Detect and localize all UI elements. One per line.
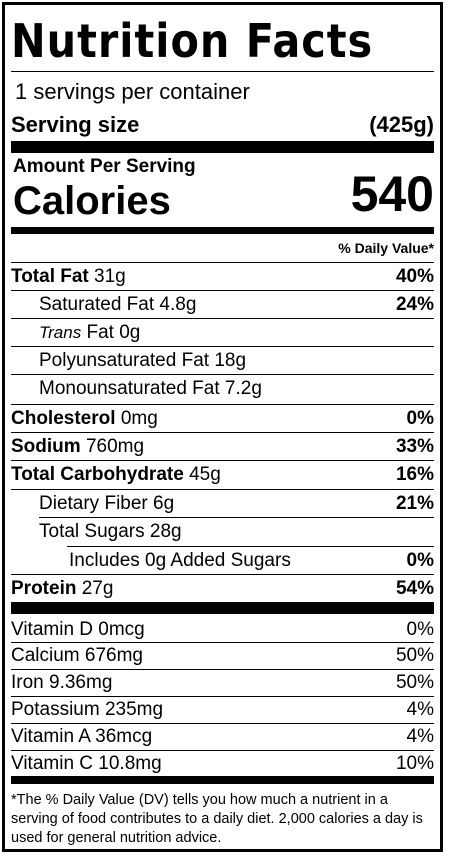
nutrient-amount: 4.8g — [159, 294, 197, 315]
calories-value: 540 — [350, 166, 434, 222]
vitamin-label: Iron 9.36mg — [11, 672, 113, 693]
amount-per-serving: Amount Per Serving — [13, 156, 196, 177]
vitamin-label: Calcium 676mg — [11, 645, 143, 666]
nutrient-amount: 760mg — [85, 436, 145, 457]
nutrient-name: Monounsaturated Fat — [39, 378, 220, 399]
nutrient-dv: 0% — [406, 550, 434, 571]
vitamin-row: Calcium 676mg 50% — [11, 642, 434, 668]
nutrient-row-trans-fat: Trans Fat 0g — [11, 318, 434, 347]
nutrient-dv: 54% — [395, 578, 434, 599]
vitamin-label: Vitamin C 10.8mg — [11, 753, 162, 774]
nutrient-name-italic: Trans — [39, 323, 82, 342]
nutrient-amount: 18g — [214, 350, 247, 371]
nutrient-amount: 0g — [119, 322, 141, 343]
nutrient-row-saturated-fat: Saturated Fat 4.8g 24% — [11, 290, 434, 319]
nutrient-row-sodium: Sodium 760mg 33% — [11, 432, 434, 461]
divider-thick — [11, 141, 434, 153]
servings-per-container: 1 servings per container — [15, 79, 250, 104]
nutrient-name: Fat — [86, 322, 114, 343]
nutrient-name: Sodium — [11, 436, 81, 457]
vitamin-label: Vitamin D 0mcg — [11, 619, 145, 640]
nutrient-dv: 24% — [395, 294, 434, 315]
nutrient-row-added-sugars: Includes 0g Added Sugars 0% — [67, 546, 434, 575]
nutrient-amount: 0mg — [120, 408, 158, 429]
nutrient-amount: 6g — [153, 493, 175, 514]
nutrient-amount: 7.2g — [224, 378, 262, 399]
nutrient-dv: 0% — [406, 408, 434, 429]
nutrient-dv: 40% — [395, 266, 434, 287]
label-title: Nutrition Facts — [11, 14, 374, 68]
nutrient-dv: 33% — [395, 436, 434, 457]
nutrient-row-cholesterol: Cholesterol 0mg 0% — [11, 404, 434, 433]
nutrient-name: Cholesterol — [11, 408, 116, 429]
nutrient-row-protein: Protein 27g 54% — [11, 574, 434, 601]
nutrient-row-dietary-fiber: Dietary Fiber 6g 21% — [11, 489, 434, 518]
vitamin-dv: 0% — [406, 619, 434, 640]
serving-size-label: Serving size — [11, 112, 140, 137]
nutrient-dv: 21% — [395, 493, 434, 514]
daily-value-header: % Daily Value* — [338, 240, 434, 256]
vitamin-row: Vitamin C 10.8mg 10% — [11, 750, 434, 776]
nutrient-row-polyunsaturated-fat: Polyunsaturated Fat 18g — [11, 346, 434, 375]
vitamin-label: Potassium 235mg — [11, 699, 164, 720]
footnote: *The % Daily Value (DV) tells you how mu… — [11, 792, 423, 846]
nutrient-name: Includes 0g Added Sugars — [69, 550, 291, 571]
label-inner: Nutrition Facts 1 servings per container… — [11, 5, 434, 849]
divider-thick — [11, 602, 434, 614]
nutrient-row-total-fat: Total Fat 31g 40% — [11, 262, 434, 291]
nutrient-dv: 16% — [395, 464, 434, 485]
nutrient-name: Total Carbohydrate — [11, 464, 184, 485]
vitamin-row: Vitamin D 0mcg 0% — [11, 617, 434, 642]
nutrient-row-total-sugars: Total Sugars 28g — [39, 517, 434, 546]
nutrient-name: Polyunsaturated Fat — [39, 350, 210, 371]
vitamin-dv: 10% — [395, 753, 434, 774]
nutrient-row-total-carbohydrate: Total Carbohydrate 45g 16% — [11, 460, 434, 489]
nutrient-amount: 27g — [81, 578, 114, 599]
vitamin-row: Vitamin A 36mcg 4% — [11, 723, 434, 749]
nutrition-label: Nutrition Facts 1 servings per container… — [2, 2, 443, 852]
nutrient-amount: 28g — [149, 521, 182, 542]
nutrient-amount: 45g — [189, 464, 221, 485]
vitamin-row: Iron 9.36mg 50% — [11, 669, 434, 695]
nutrient-name: Total Sugars — [39, 521, 145, 542]
divider — [11, 71, 434, 72]
nutrient-amount: 31g — [94, 266, 126, 287]
vitamin-dv: 50% — [395, 645, 434, 666]
vitamin-label: Vitamin A 36mcg — [11, 726, 153, 747]
vitamin-dv: 50% — [395, 672, 434, 693]
nutrient-name: Saturated Fat — [39, 294, 155, 315]
vitamin-row: Potassium 235mg 4% — [11, 696, 434, 722]
nutrient-row-monounsaturated-fat: Monounsaturated Fat 7.2g — [11, 374, 434, 403]
divider-medium — [11, 776, 434, 784]
divider-medium — [11, 227, 434, 234]
nutrient-name: Protein — [11, 578, 77, 599]
nutrient-name: Total Fat — [11, 266, 89, 287]
vitamin-dv: 4% — [406, 699, 434, 720]
serving-size-value: (425g) — [369, 112, 434, 137]
calories-label: Calories — [13, 179, 171, 223]
nutrient-name: Dietary Fiber — [39, 493, 148, 514]
vitamin-dv: 4% — [406, 726, 434, 747]
